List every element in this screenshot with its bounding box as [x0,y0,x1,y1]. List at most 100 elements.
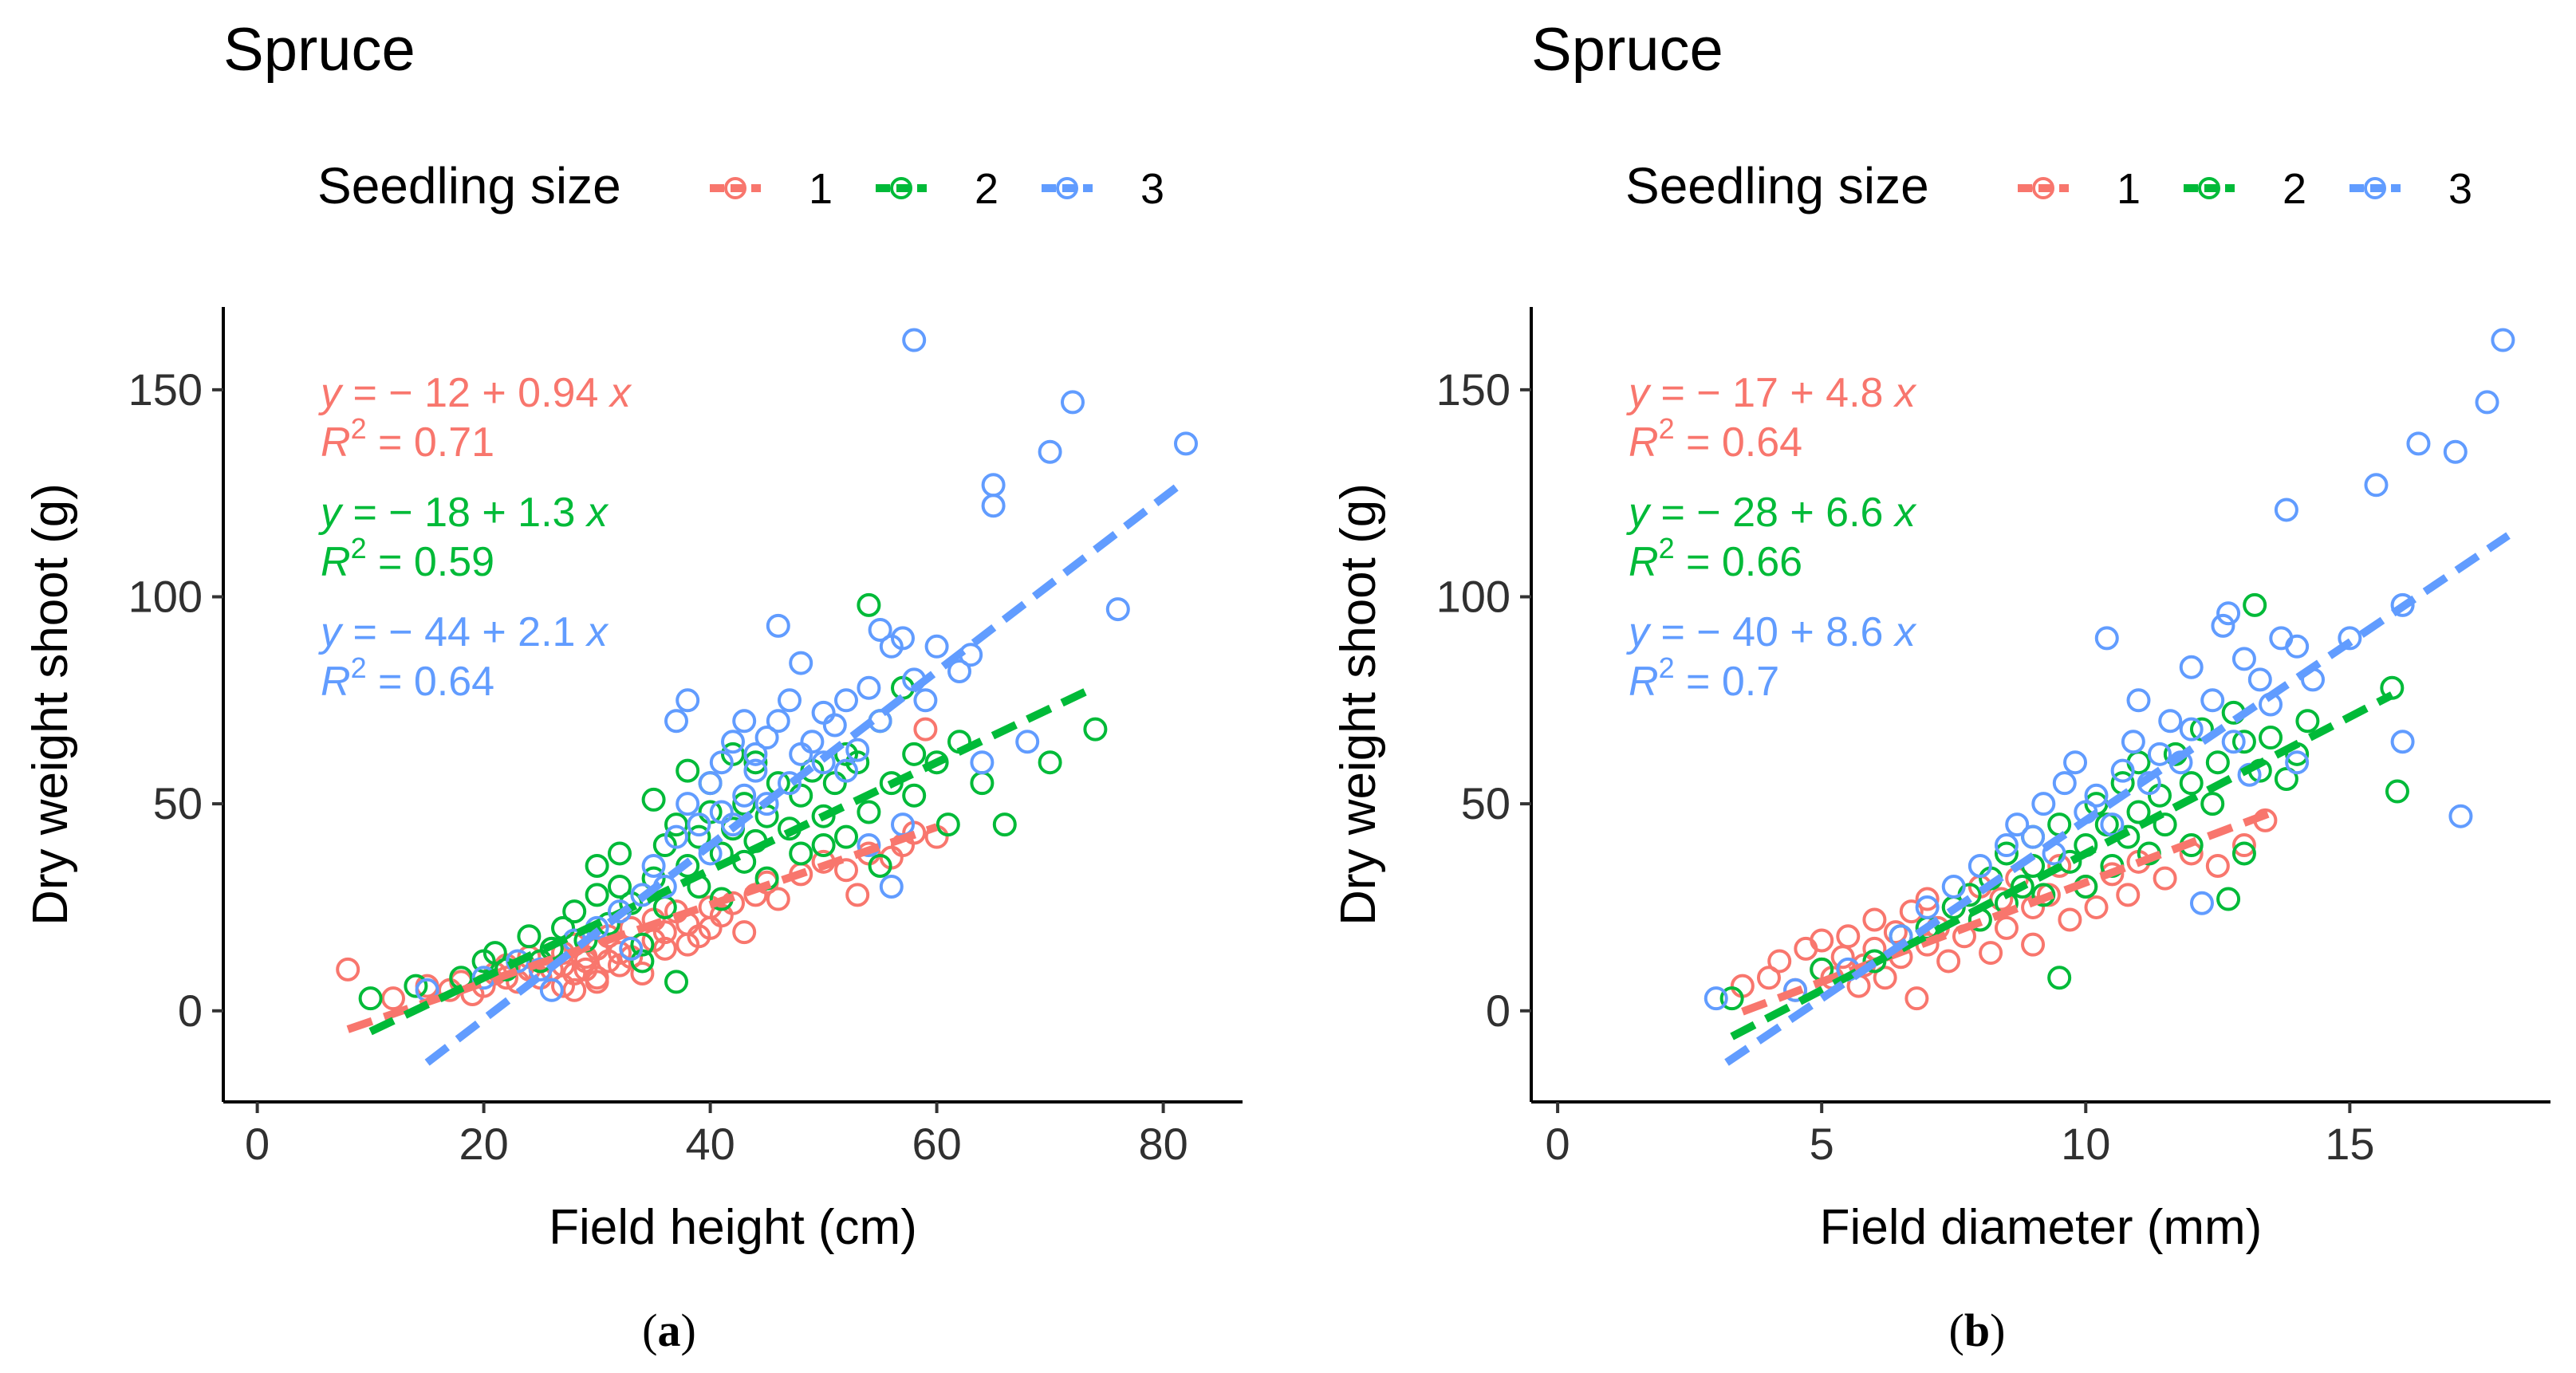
data-point [2390,730,2415,754]
equation-line: y = − 12 + 0.94 x [318,370,632,416]
fit-line-3 [1724,532,2511,1066]
r-symbol: R [321,539,351,585]
data-point [992,812,1017,837]
data-point [2200,688,2225,713]
equation-y: y [318,490,344,536]
data-point [2147,742,2172,766]
data-point [2179,771,2204,796]
data-point [2010,874,2034,899]
chart-title: Spruce [1531,16,1723,84]
equation-y: y [1626,370,1652,416]
equation-rhs: = − 28 + 6.6 [1649,490,1895,536]
data-point [2121,730,2145,754]
data-point [766,613,790,638]
data-point [2443,439,2468,464]
data-point [2031,792,2056,816]
data-point [789,651,813,675]
y-tick-label: 100 [1436,571,1511,621]
r-squared-value: = 0.71 [367,419,494,466]
data-point [2031,883,2056,907]
panel-label-letter: a [658,1304,681,1356]
data-point [2126,688,2151,713]
data-point [2021,932,2046,957]
data-point [1704,986,1728,1011]
data-point [1719,986,1744,1011]
fit-line-2 [368,683,1097,1036]
data-point [2243,592,2267,617]
data-point [539,978,564,1002]
data-point [811,804,836,828]
legend-point-key [724,177,746,199]
r-squared-value: = 0.64 [1675,419,1802,466]
r-superscript: 2 [351,651,367,684]
x-axis-label: Field diameter (mm) [1820,1200,2263,1255]
data-point [1994,915,2019,940]
data-point [732,920,757,945]
equation-x: x [1893,490,1917,536]
fit-line-2 [1730,691,2394,1041]
data-point [709,750,734,775]
data-point [608,874,632,899]
data-point [868,854,892,879]
data-point [845,738,870,762]
y-tick-label: 0 [1486,985,1511,1036]
data-point [2231,730,2256,754]
data-point [2247,667,2272,692]
data-point [1899,899,1924,924]
equation-y: y [318,609,344,655]
data-point [1083,717,1108,742]
data-point [562,899,587,924]
data-point [664,812,688,837]
data-point [2216,887,2241,911]
r-superscript: 2 [1659,412,1675,445]
data-point [1862,907,1887,932]
data-point [754,792,779,816]
data-point [2285,750,2310,775]
data-point [2110,758,2135,783]
data-point [2084,783,2109,808]
r-squared-value: = 0.7 [1675,659,1780,705]
data-point [743,758,768,783]
legend: Seedling size 1 2 3 [1625,157,2472,214]
r-symbol: R [1629,659,1659,705]
data-point [2385,779,2409,804]
r-symbol: R [321,419,351,466]
data-point [2231,833,2256,858]
data-point [585,970,609,994]
data-point [2221,730,2246,754]
legend-title: Seedling size [1625,157,1929,214]
y-tick-label: 150 [1436,364,1511,415]
r-superscript: 2 [351,412,367,445]
panel-label-letter: b [1964,1304,1990,1356]
data-point [857,833,881,858]
equation-rhs: = − 18 + 1.3 [341,490,587,536]
panel-label: (a) [642,1304,696,1356]
data-point [1783,978,1808,1002]
x-axis-label: Field height (cm) [549,1200,917,1255]
equation-line: y = − 28 + 6.6 x [1626,490,1917,536]
r-squared-line: R2 = 0.66 [1629,532,1802,585]
data-point [619,936,644,961]
x-tick-label: 40 [685,1119,735,1169]
data-point [336,957,360,982]
equation-rhs: = − 40 + 8.6 [1649,609,1895,655]
data-point [2047,966,2072,990]
data-point [970,750,995,775]
legend-point-key [890,177,912,199]
r-squared-line: R2 = 0.71 [321,412,494,466]
chart-title: Spruce [223,16,416,84]
data-point [778,688,802,713]
data-point [766,709,790,734]
r-symbol: R [1629,539,1659,585]
equation-line: y = − 18 + 1.3 x [318,490,609,536]
data-point [834,858,858,883]
data-point [483,941,507,966]
legend-label: 1 [809,165,833,213]
data-point [608,841,632,866]
data-point [608,941,632,966]
data-point [2390,592,2415,617]
data-point [2179,717,2204,742]
equation-rhs: = − 12 + 0.94 [341,370,610,416]
data-point [2205,750,2230,775]
r-superscript: 2 [351,532,367,565]
